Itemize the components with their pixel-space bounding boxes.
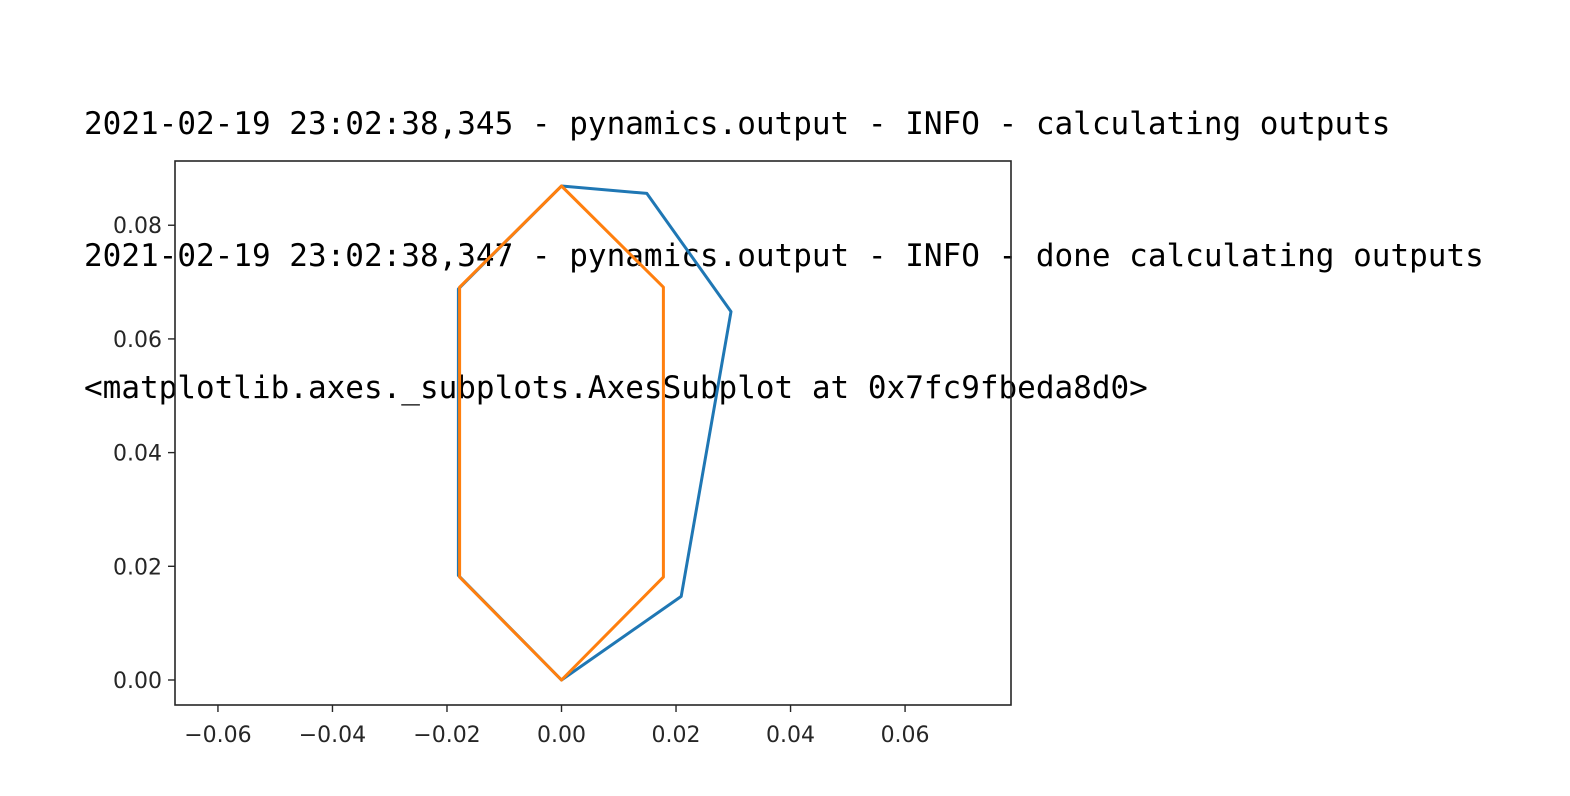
log-line-calculating: 2021-02-19 23:02:38,345 - pynamics.outpu… [84, 106, 1391, 142]
x-axis: −0.06 −0.04 −0.02 0.00 0.02 0.04 0.06 [184, 705, 930, 748]
x-tick-label: 0.02 [652, 723, 701, 748]
log-line-done: 2021-02-19 23:02:38,347 - pynamics.outpu… [84, 238, 1484, 274]
x-tick-label: 0.04 [766, 723, 815, 748]
y-tick-label: 0.00 [113, 669, 162, 694]
y-tick-label: 0.02 [113, 555, 162, 580]
log-line-axes-repr: <matplotlib.axes._subplots.AxesSubplot a… [84, 370, 1148, 406]
plot-frame [174, 160, 1012, 706]
series-layer [456, 184, 733, 682]
y-axis: 0.00 0.02 0.04 0.06 0.08 [113, 214, 175, 694]
y-tick-label: 0.04 [113, 442, 162, 467]
y-tick-label: 0.08 [113, 214, 162, 239]
x-tick-label: −0.02 [413, 723, 480, 748]
series-line-2 [458, 184, 665, 682]
output-log: 2021-02-19 23:02:38,345 - pynamics.outpu… [84, 14, 1484, 454]
y-tick-label: 0.06 [113, 328, 162, 353]
x-tick-label: 0.06 [881, 723, 930, 748]
x-tick-label: −0.06 [184, 723, 251, 748]
x-tick-label: 0.00 [537, 723, 586, 748]
x-tick-label: −0.04 [299, 723, 366, 748]
series-line-1 [456, 184, 733, 682]
